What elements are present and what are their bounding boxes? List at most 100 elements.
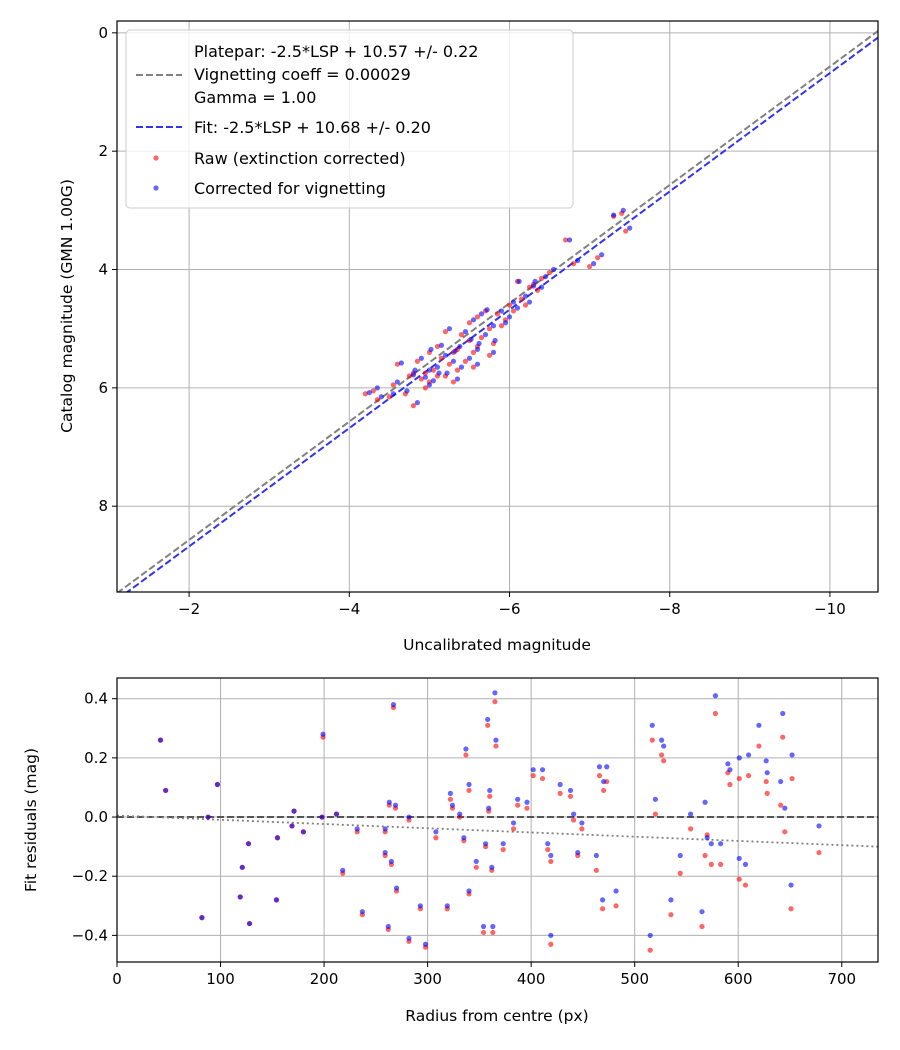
corrected-point [539,767,546,773]
raw-point [386,394,392,400]
corrected-point [736,855,742,862]
raw-point [466,320,473,326]
corrected-point [593,852,599,859]
corrected-point [596,764,603,770]
raw-point [534,287,541,293]
x-tick-label: 300 [413,970,442,988]
raw-point [595,255,601,261]
corrected-point [604,764,610,770]
corrected-point [702,799,708,805]
raw-point [430,367,437,373]
corrected-point [385,923,391,930]
raw-point [390,382,396,388]
corrected-point [652,796,658,802]
corrected-point [392,802,399,808]
y-tick-label: 4 [98,261,108,279]
corrected-point [457,811,463,817]
corrected-point [468,336,474,342]
raw-point [539,775,546,782]
raw-point [571,261,577,267]
raw-point [470,349,477,355]
raw-point [557,790,563,796]
corrected-point [442,352,449,358]
corrected-point [333,811,340,817]
top-y-axis-label: Catalog magnitude (GMN 1.00G) [58,179,76,433]
raw-point [742,882,749,888]
corrected-point [545,841,551,847]
corrected-point [428,346,434,352]
raw-point [756,743,762,749]
raw-point [526,284,533,290]
x-tick-label: −2 [178,600,200,618]
bottom-axes-frame [116,677,879,963]
corrected-point [611,212,617,218]
raw-point [708,861,714,867]
raw-point [736,775,742,782]
y-tick-label: 6 [98,379,108,397]
y-tick-label: 8 [98,497,108,515]
raw-point [647,947,653,953]
corrected-point [320,731,326,737]
corrected-point [548,852,554,859]
legend: Platepar: -2.5*LSP + 10.57 +/- 0.22 Vign… [125,29,574,209]
corrected-point [444,370,450,376]
corrected-point [708,841,714,847]
raw-point [442,329,449,335]
corrected-point [591,261,597,267]
corrected-point [712,693,719,699]
x-tick-label: 600 [724,970,753,988]
raw-point [661,758,667,764]
corrected-point [725,761,731,767]
raw-point [494,311,501,317]
corrected-point [245,841,252,847]
legend-vignetting-label: Vignetting coeff = 0.00029 [194,65,411,84]
vignetting-trend-line [117,814,878,848]
raw-point [587,263,593,270]
raw-point [486,326,493,332]
x-tick-label: 500 [620,970,649,988]
raw-point [510,826,517,832]
raw-point [788,906,794,912]
corrected-point [289,823,295,829]
raw-point [394,361,400,367]
raw-point [485,722,491,728]
corrected-point [404,388,410,394]
corrected-point [575,849,581,856]
raw-point [470,364,477,370]
raw-point [506,302,513,308]
corrected-point [163,787,169,794]
corrected-point [291,808,297,814]
raw-point [480,929,487,936]
corrected-point [649,722,655,728]
raw-point [652,811,658,817]
top-x-axis-label: Uncalibrated magnitude [403,636,591,654]
corrected-point [571,811,577,817]
corrected-point [532,278,538,284]
corrected-point [699,909,705,915]
raw-point [462,358,469,364]
y-tick-label: 0 [98,24,108,42]
raw-point [450,379,457,385]
corrected-point [462,329,469,335]
corrected-point [438,342,445,348]
corrected-point [500,841,506,847]
corrected-point [659,737,665,743]
raw-point [447,796,453,802]
bottom-y-axis-label: Fit residuals (mag) [22,748,40,892]
y-tick-label: 0.0 [84,808,108,826]
y-tick-label: −0.4 [72,926,108,944]
raw-point [515,802,521,808]
corrected-point [319,814,325,820]
corrected-point [816,823,822,829]
corrected-point [515,796,521,802]
corrected-point [566,237,573,243]
corrected-point [718,841,724,847]
raw-point [548,858,554,865]
bottom-x-ticks: 0 100 200 300 400 500 600 700 [112,962,856,988]
corrected-point [414,400,420,406]
raw-point [362,391,368,397]
legend-fit-label: Fit: -2.5*LSP + 10.68 +/- 0.20 [194,118,431,137]
corrected-point [487,787,493,794]
raw-point [530,773,536,779]
